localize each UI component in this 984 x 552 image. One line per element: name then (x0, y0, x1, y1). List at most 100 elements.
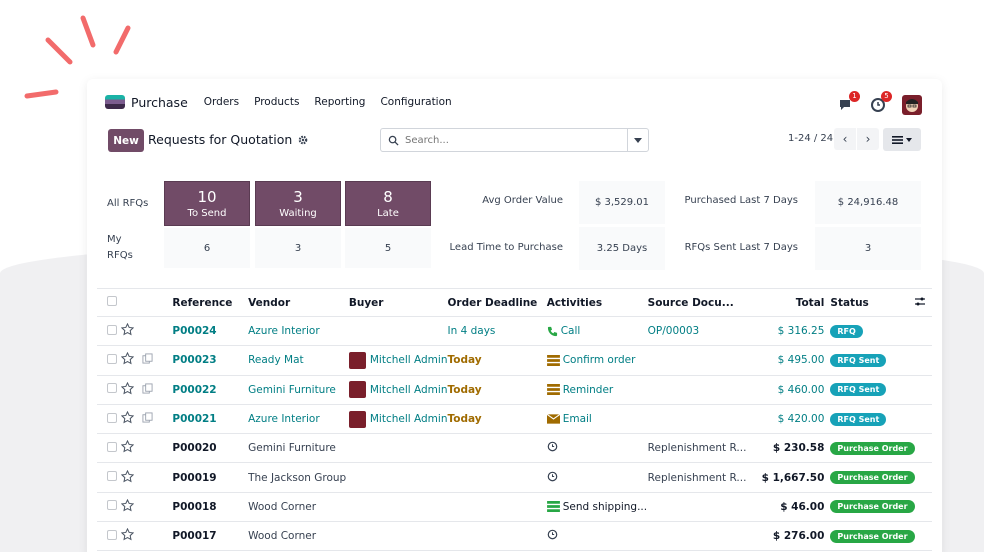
row-checkbox[interactable] (107, 412, 117, 423)
row-deadline (447, 521, 547, 552)
table-row[interactable]: P00021 Azure Interior Mitchell Admin Tod… (97, 404, 932, 435)
row-buyer (348, 316, 448, 347)
table-row[interactable]: P00017 Wood Corner $ 276.00 Purchase Ord… (97, 521, 932, 552)
optional-columns-button[interactable] (914, 288, 932, 317)
row-checkbox[interactable] (107, 324, 117, 335)
pager-value[interactable]: 1-24 / 24 (788, 133, 834, 144)
col-total[interactable]: Total (751, 288, 831, 317)
my-waiting[interactable]: 3 (255, 228, 341, 268)
my-late[interactable]: 5 (345, 228, 431, 268)
row-total: $ 495.00 (751, 345, 831, 376)
row-buyer: Mitchell Admin (348, 404, 448, 435)
my-rfqs-label-line1: My (107, 234, 122, 245)
row-buyer: Mitchell Admin (348, 345, 448, 376)
duplicate-icon[interactable] (142, 383, 153, 394)
row-activity[interactable] (546, 433, 648, 464)
row-buyer-name: Mitchell Admin (369, 413, 448, 426)
purchase-app-icon[interactable] (105, 95, 125, 109)
search-box[interactable] (380, 128, 649, 152)
envelope-icon (546, 414, 560, 424)
row-checkbox[interactable] (107, 383, 117, 394)
star-icon[interactable] (120, 352, 134, 365)
row-deadline (447, 462, 547, 493)
menu-configuration[interactable]: Configuration (380, 96, 452, 108)
row-activity-label: Email (562, 413, 592, 426)
col-vendor[interactable]: Vendor (248, 288, 349, 317)
col-status[interactable]: Status (830, 288, 915, 317)
gear-icon[interactable] (298, 135, 308, 145)
search-icon (388, 135, 399, 146)
row-total: $ 420.00 (751, 404, 831, 435)
table-row[interactable]: P00020 Gemini Furniture Replenishment R.… (97, 433, 932, 464)
user-avatar[interactable] (902, 95, 922, 115)
star-icon[interactable] (120, 440, 134, 453)
search-options-toggle[interactable] (627, 129, 648, 151)
all-rfqs-label: All RFQs (107, 198, 149, 209)
row-activity[interactable] (546, 521, 648, 552)
row-source: Replenishment R... (647, 462, 752, 493)
row-source: OP/00003 (647, 316, 752, 347)
clock-icon (547, 442, 558, 452)
menu-orders[interactable]: Orders (203, 96, 240, 108)
col-buyer[interactable]: Buyer (348, 288, 448, 317)
col-deadline[interactable]: Order Deadline (447, 288, 547, 317)
status-badge: RFQ (830, 324, 863, 338)
tile-late[interactable]: 8 Late (345, 181, 431, 226)
app-window: Purchase Orders Products Reporting Confi… (87, 79, 942, 552)
table-row[interactable]: P00018 Wood Corner Send shipping... $ 46… (97, 492, 932, 523)
tile-waiting[interactable]: 3 Waiting (255, 181, 341, 226)
table-row[interactable]: P00023 Ready Mat Mitchell Admin Today Co… (97, 345, 932, 376)
row-checkbox[interactable] (107, 441, 117, 452)
table-row[interactable]: P00024 Azure Interior In 4 days Call OP/… (97, 316, 932, 347)
row-checkbox[interactable] (107, 529, 117, 540)
pager-previous-button[interactable]: ‹ (834, 128, 856, 150)
star-icon[interactable] (120, 527, 134, 541)
menu-reporting[interactable]: Reporting (314, 96, 366, 108)
app-name[interactable]: Purchase (131, 94, 188, 110)
row-activity[interactable]: Reminder (546, 375, 648, 405)
star-icon[interactable] (120, 469, 134, 483)
duplicate-icon[interactable] (142, 412, 153, 423)
caret-down-icon (634, 137, 642, 143)
row-activity[interactable]: Call (546, 316, 648, 347)
row-checkbox[interactable] (107, 500, 117, 511)
caret-down-icon (906, 137, 912, 142)
star-icon[interactable] (120, 410, 134, 424)
star-icon[interactable] (120, 498, 134, 512)
row-vendor: Wood Corner (248, 521, 349, 552)
tile-to-send[interactable]: 10 To Send (164, 181, 250, 226)
row-activity-label: Confirm order (562, 354, 636, 367)
my-to-send[interactable]: 6 (164, 228, 250, 268)
select-all-checkbox[interactable] (107, 296, 117, 306)
new-button[interactable]: New (108, 129, 144, 152)
messages-button[interactable]: 1 (838, 91, 860, 113)
activities-button[interactable]: 5 (870, 91, 892, 113)
row-checkbox[interactable] (107, 471, 117, 482)
col-activities[interactable]: Activities (546, 288, 648, 317)
row-activity[interactable] (546, 462, 648, 493)
col-reference[interactable]: Reference (172, 288, 249, 317)
chat-icon (840, 100, 850, 110)
row-buyer (348, 433, 448, 464)
row-activity[interactable]: Confirm order (546, 345, 648, 376)
table-row[interactable]: P00019 The Jackson Group Replenishment R… (97, 462, 932, 493)
row-reference: P00018 (172, 492, 249, 523)
star-icon[interactable] (120, 381, 134, 395)
row-activity[interactable]: Send shipping... (546, 492, 648, 523)
duplicate-icon[interactable] (142, 353, 153, 364)
table-row[interactable]: P00022 Gemini Furniture Mitchell Admin T… (97, 375, 932, 405)
row-total: $ 276.00 (751, 521, 831, 552)
purchased-label: Purchased Last 7 Days (684, 195, 798, 206)
row-total: $ 1,667.50 (751, 462, 831, 493)
row-activity[interactable]: Email (546, 404, 648, 435)
menu-products[interactable]: Products (254, 96, 300, 108)
search-input[interactable] (405, 134, 625, 146)
sent-label: RFQs Sent Last 7 Days (684, 242, 798, 253)
row-checkbox[interactable] (107, 353, 117, 364)
row-activity-label: Reminder (562, 383, 614, 396)
row-buyer (348, 492, 448, 523)
star-icon[interactable] (120, 322, 134, 336)
pager-next-button[interactable]: › (857, 128, 879, 150)
col-source[interactable]: Source Docu... (647, 288, 752, 317)
view-switcher-button[interactable] (883, 128, 921, 151)
